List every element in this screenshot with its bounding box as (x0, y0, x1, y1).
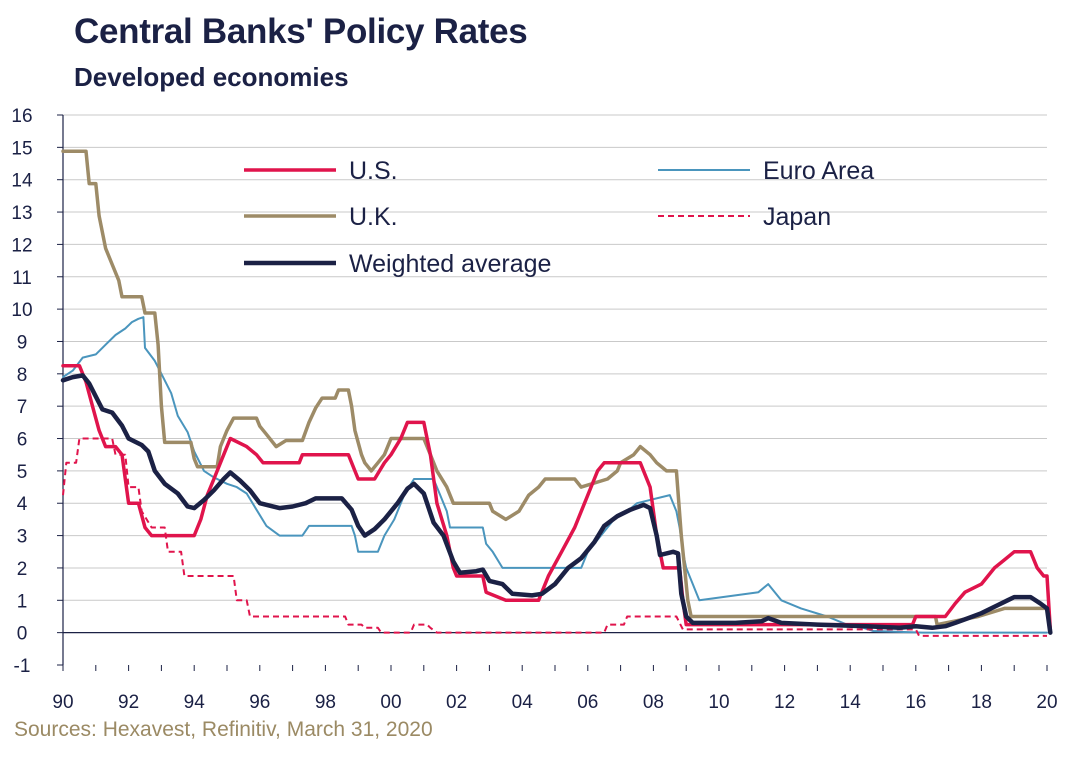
y-tick-label: 1 (17, 591, 28, 612)
x-tick-label: 94 (184, 692, 206, 713)
legend-label-japan: Japan (763, 203, 831, 231)
legend-label-euro-area: Euro Area (763, 157, 874, 185)
y-tick-label: 2 (17, 559, 28, 580)
chart-title: Central Banks' Policy Rates (74, 12, 528, 51)
x-tick-label: 90 (52, 692, 73, 713)
y-tick-label: 5 (17, 462, 28, 483)
y-tick-label: 13 (11, 203, 32, 224)
axes (57, 114, 1048, 671)
series-lines (60, 149, 1053, 637)
legend-label-weighted-average: Weighted average (349, 250, 551, 278)
grid-lines (63, 114, 1047, 601)
x-tick-label: 92 (118, 692, 139, 713)
y-tick-label: 7 (17, 397, 28, 418)
y-tick-label: 6 (17, 430, 28, 451)
y-tick-label: 10 (11, 300, 32, 321)
y-tick-label: 15 (11, 138, 32, 159)
y-tick-label: 12 (11, 235, 32, 256)
y-tick-label: -1 (14, 656, 31, 677)
y-tick-label: 11 (12, 268, 32, 289)
x-tick-label: 08 (643, 692, 664, 713)
x-tick-label: 12 (774, 692, 795, 713)
series-line-u-s (61, 363, 1053, 632)
y-tick-label: 3 (17, 527, 28, 548)
x-axis-tick-labels: 90 92 94 96 98 00 02 04 06 08 10 12 14 16 18 20 (52, 692, 1057, 713)
series-line-euro-area (62, 316, 1048, 634)
x-tick-label: 16 (905, 692, 926, 713)
source-note: Sources: Hexavest, Refinitiv, March 31, … (14, 718, 433, 741)
chart-subtitle: Developed economies (74, 62, 349, 92)
x-tick-label: 02 (446, 692, 467, 713)
y-tick-label: 16 (11, 106, 32, 127)
x-tick-label: 06 (577, 692, 598, 713)
legend: U.S. Euro Area U.K. Japan Weighted average (244, 157, 874, 278)
x-tick-label: 96 (249, 692, 270, 713)
series-line-u-k (61, 149, 1053, 632)
legend-label-u-s: U.S. (349, 157, 398, 185)
y-tick-label: 8 (17, 365, 28, 386)
y-tick-label: 0 (17, 624, 28, 645)
x-tick-label: 98 (315, 692, 336, 713)
x-tick-label: 10 (708, 692, 729, 713)
y-tick-label: 14 (11, 171, 33, 192)
x-tick-label: 20 (1036, 692, 1057, 713)
series-line-japan (62, 437, 1047, 637)
y-tick-label: 4 (17, 494, 28, 515)
x-tick-label: 04 (512, 692, 534, 713)
legend-label-u-k: U.K. (349, 203, 398, 231)
series-line-weighted-average (60, 373, 1053, 635)
y-tick-label: 9 (17, 332, 28, 353)
x-tick-label: 18 (971, 692, 992, 713)
x-tick-label: 00 (380, 692, 401, 713)
x-tick-label: 14 (840, 692, 862, 713)
